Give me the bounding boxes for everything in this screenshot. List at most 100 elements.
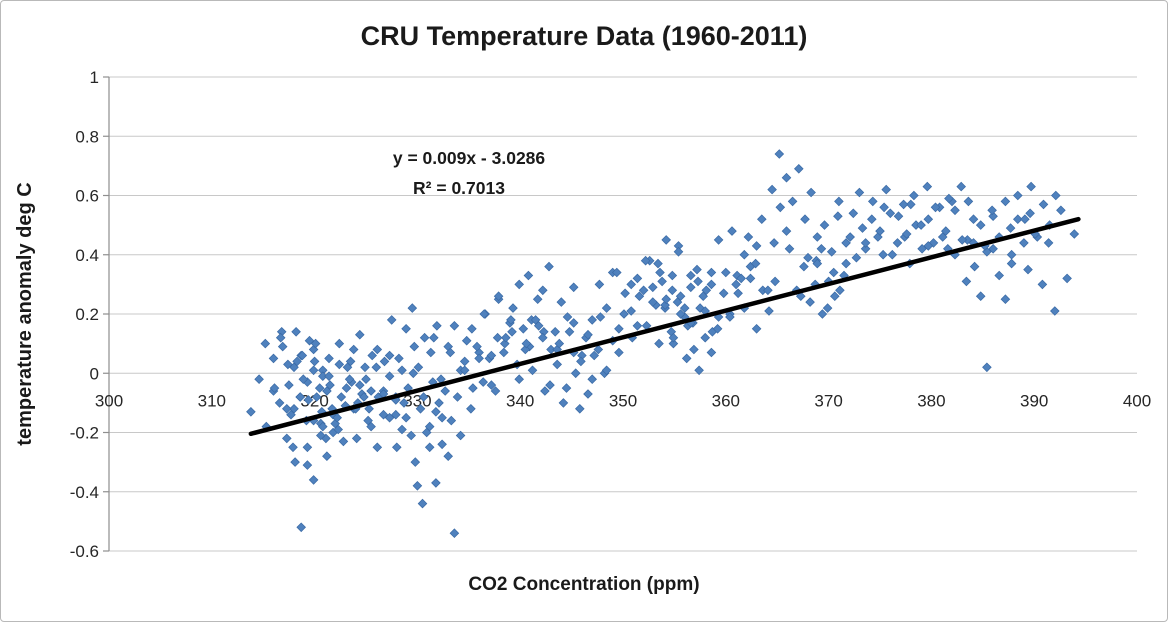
data-point <box>968 214 979 224</box>
data-point <box>860 238 871 248</box>
data-point <box>1020 214 1030 224</box>
data-point <box>397 424 407 435</box>
data-point <box>648 282 658 293</box>
data-point <box>816 244 827 254</box>
data-point <box>787 196 798 207</box>
data-point <box>731 279 741 290</box>
y-axis-title: temperature anomaly deg C <box>14 182 36 445</box>
data-point <box>452 392 463 402</box>
data-point <box>583 389 593 399</box>
data-point <box>303 395 314 405</box>
data-point <box>274 398 285 408</box>
data-point <box>770 276 780 287</box>
data-point <box>474 353 484 364</box>
data-point <box>318 421 328 432</box>
data-point <box>254 374 264 384</box>
x-tick-label: 340 <box>506 391 534 410</box>
data-point <box>364 404 374 414</box>
data-point <box>988 211 998 221</box>
data-point <box>527 365 538 376</box>
data-point <box>361 374 371 384</box>
data-point <box>775 202 786 213</box>
x-tick-label: 400 <box>1123 391 1151 410</box>
data-point <box>336 392 347 402</box>
data-point <box>332 412 342 423</box>
data-point <box>275 332 286 343</box>
data-point <box>987 205 997 216</box>
data-point <box>634 291 645 301</box>
x-tick-label: 310 <box>198 391 226 410</box>
data-point <box>701 285 712 296</box>
data-point <box>345 356 356 367</box>
data-point <box>355 329 365 340</box>
data-point <box>530 315 541 325</box>
data-point <box>587 374 597 384</box>
data-point <box>916 220 926 230</box>
data-point <box>750 258 761 269</box>
data-point <box>1013 190 1023 201</box>
data-point <box>851 252 862 263</box>
data-point <box>324 371 334 381</box>
data-point <box>648 297 658 307</box>
data-point <box>868 196 878 207</box>
data-point <box>660 300 670 310</box>
data-point <box>295 392 305 402</box>
data-point <box>558 398 569 408</box>
data-point <box>523 270 534 281</box>
x-tick-label: 390 <box>1020 391 1048 410</box>
data-point <box>461 335 472 346</box>
data-point <box>314 383 325 393</box>
data-point <box>655 267 665 278</box>
data-point <box>794 164 804 174</box>
data-point <box>957 235 967 245</box>
data-point <box>1069 229 1080 239</box>
data-point <box>1026 181 1036 192</box>
data-point <box>781 172 792 183</box>
data-point <box>568 282 579 293</box>
data-point <box>721 267 731 278</box>
data-point <box>493 291 504 301</box>
data-point <box>544 261 554 272</box>
data-point <box>291 327 301 337</box>
data-point <box>325 380 335 390</box>
data-point <box>351 433 362 444</box>
data-point <box>693 276 703 287</box>
data-point <box>446 415 457 426</box>
data-point <box>418 392 429 402</box>
data-point <box>593 344 604 355</box>
data-point <box>282 433 292 444</box>
data-point <box>507 327 517 337</box>
data-point <box>311 392 322 402</box>
data-point <box>431 478 441 488</box>
data-point <box>893 211 904 221</box>
data-point <box>712 324 723 334</box>
data-point <box>1050 306 1060 316</box>
data-point <box>706 279 717 290</box>
data-point <box>875 226 885 236</box>
data-point <box>445 347 456 358</box>
data-point <box>554 338 565 349</box>
data-point <box>638 285 649 296</box>
data-point <box>661 294 671 304</box>
data-point <box>689 344 699 355</box>
data-point <box>366 386 376 396</box>
data-point <box>834 196 844 207</box>
data-point <box>718 288 729 299</box>
data-point <box>667 285 678 296</box>
data-point <box>812 258 823 269</box>
data-point <box>881 184 891 195</box>
data-point <box>296 522 306 533</box>
data-point <box>468 383 478 393</box>
data-point <box>803 252 813 263</box>
data-point <box>1025 208 1035 219</box>
chart-title: CRU Temperature Data (1960-2011) <box>361 21 808 51</box>
data-point <box>1037 279 1048 290</box>
data-point <box>410 457 421 467</box>
data-point <box>614 347 624 358</box>
data-point <box>576 356 586 367</box>
data-point <box>426 347 436 358</box>
data-point <box>302 442 313 453</box>
data-point <box>739 249 750 260</box>
data-point <box>686 270 696 281</box>
data-point <box>492 332 503 343</box>
